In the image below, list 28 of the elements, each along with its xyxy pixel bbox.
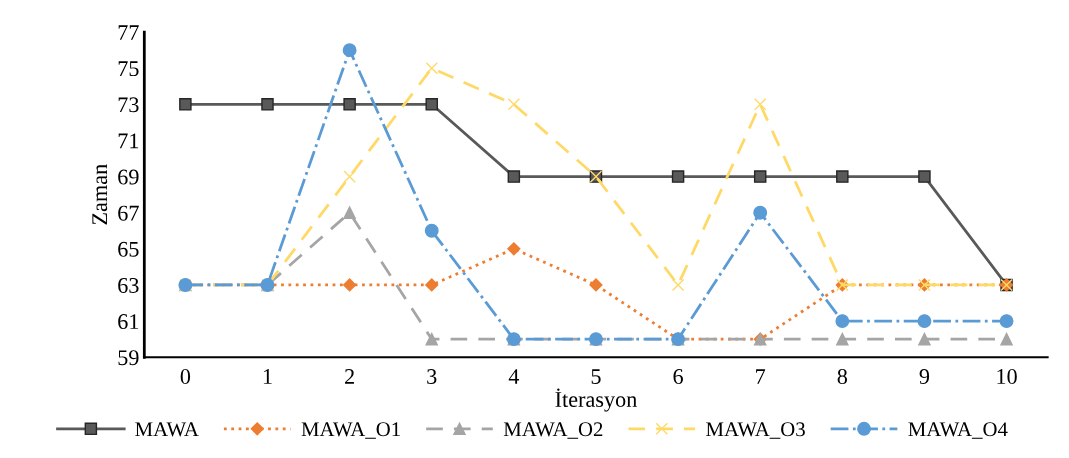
y-tick-label: 65 (118, 241, 139, 257)
x-tick-label: 1 (263, 369, 272, 384)
y-tick-label: 75 (118, 61, 139, 77)
x-axis-title: İterasyon (555, 388, 637, 412)
x-tick-label: 4 (508, 369, 520, 384)
x-tick-label: 0 (180, 368, 191, 384)
legend-label: MAWA_O4 (908, 422, 1008, 439)
x-tick-label: 8 (837, 368, 848, 384)
y-axis-title: Zaman (92, 164, 108, 225)
y-tick-label: 71 (118, 133, 139, 149)
y-tick-label: 59 (118, 350, 139, 366)
x-tick-label: 10 (997, 368, 1017, 384)
x-tick-label: 7 (756, 369, 766, 384)
y-tick-label: 77 (118, 25, 139, 40)
x-tick-label: 6 (673, 369, 683, 384)
x-tick-label: 2 (345, 369, 354, 384)
legend-label: MAWA_O2 (503, 422, 603, 439)
y-tick-label: 73 (118, 97, 139, 113)
y-tick-label: 67 (118, 205, 139, 221)
y-tick-label: 63 (118, 277, 139, 293)
y-tick-label: 69 (118, 169, 139, 185)
x-tick-label: 5 (591, 369, 601, 384)
y-tick-label: 61 (118, 314, 139, 330)
x-tick-label: 9 (919, 369, 930, 384)
legend-label: MAWA (135, 422, 199, 437)
x-tick-label: 3 (427, 369, 437, 384)
legend-label: MAWA_O3 (706, 422, 805, 439)
legend-label: MAWA_O1 (301, 422, 400, 439)
